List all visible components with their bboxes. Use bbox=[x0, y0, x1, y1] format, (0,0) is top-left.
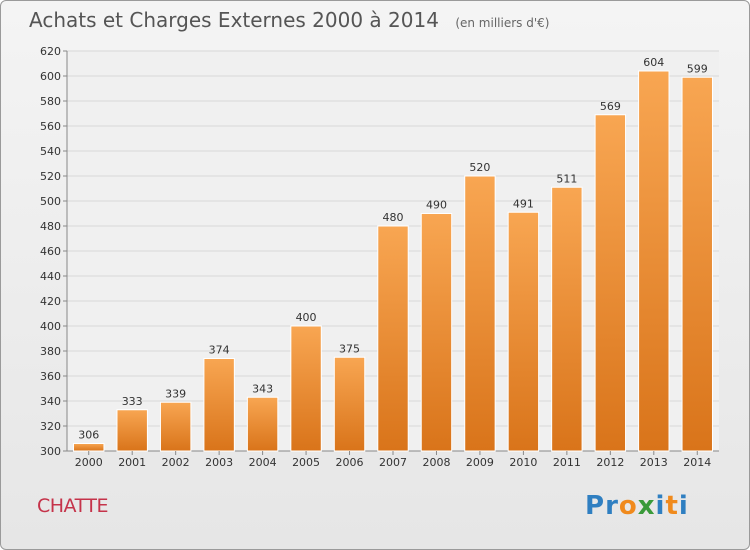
y-tick-label: 440 bbox=[40, 270, 61, 283]
bar bbox=[594, 114, 627, 452]
bar bbox=[333, 356, 366, 452]
y-tick-label: 360 bbox=[40, 370, 61, 383]
x-tick-label: 2008 bbox=[422, 456, 450, 469]
x-tick-label: 2014 bbox=[683, 456, 711, 469]
logo-letter: P bbox=[585, 491, 606, 521]
bar bbox=[681, 76, 713, 452]
x-tick-label: 2003 bbox=[205, 456, 233, 469]
logo-letter: x bbox=[637, 491, 656, 521]
bar-value-label: 520 bbox=[469, 161, 490, 174]
x-tick-label: 2006 bbox=[336, 456, 364, 469]
x-tick-label: 2000 bbox=[75, 456, 103, 469]
y-tick-label: 500 bbox=[40, 195, 61, 208]
y-tick-label: 540 bbox=[40, 145, 61, 158]
logo-letter: r bbox=[605, 491, 619, 521]
commune-name: CHATTE bbox=[37, 495, 108, 517]
bar bbox=[290, 325, 322, 452]
bar-value-label: 400 bbox=[296, 311, 317, 324]
y-tick-label: 340 bbox=[40, 395, 61, 408]
chart-subtitle: (en milliers d'€) bbox=[455, 16, 550, 30]
bar bbox=[464, 175, 496, 452]
bar-value-label: 490 bbox=[426, 199, 447, 212]
y-tick-label: 380 bbox=[40, 345, 61, 358]
logo-letter: t bbox=[665, 491, 679, 521]
bar bbox=[507, 211, 540, 452]
x-tick-label: 2005 bbox=[292, 456, 320, 469]
bar-value-label: 480 bbox=[383, 211, 404, 224]
y-tick-label: 400 bbox=[40, 320, 61, 333]
bar-value-label: 306 bbox=[78, 429, 99, 442]
bar-value-label: 599 bbox=[687, 62, 708, 75]
chart-title: Achats et Charges Externes 2000 à 2014 (… bbox=[29, 8, 549, 32]
bar-value-label: 375 bbox=[339, 342, 360, 355]
x-tick-label: 2011 bbox=[553, 456, 581, 469]
bar bbox=[116, 409, 148, 452]
y-tick-label: 300 bbox=[40, 445, 61, 458]
bar-value-label: 604 bbox=[643, 56, 664, 69]
y-tick-label: 600 bbox=[40, 70, 61, 83]
chart-title-text: Achats et Charges Externes 2000 à 2014 bbox=[29, 8, 439, 32]
bar-value-label: 343 bbox=[252, 382, 273, 395]
x-tick-label: 2010 bbox=[509, 456, 537, 469]
bar bbox=[159, 401, 192, 452]
logo-letter: i bbox=[655, 491, 666, 521]
y-tick-label: 320 bbox=[40, 420, 61, 433]
y-tick-label: 460 bbox=[40, 245, 61, 258]
bar-value-label: 339 bbox=[165, 387, 186, 400]
bar bbox=[246, 396, 279, 452]
bar-value-label: 569 bbox=[600, 100, 621, 113]
y-tick-label: 580 bbox=[40, 95, 61, 108]
y-tick-label: 520 bbox=[40, 170, 61, 183]
bar-value-label: 333 bbox=[122, 395, 143, 408]
bar bbox=[73, 443, 105, 452]
bar bbox=[203, 358, 235, 452]
proxiti-logo: Proxiti bbox=[585, 491, 689, 521]
x-tick-label: 2002 bbox=[162, 456, 190, 469]
logo-letter: o bbox=[618, 491, 638, 521]
x-tick-label: 2012 bbox=[596, 456, 624, 469]
bar bbox=[377, 225, 409, 452]
x-tick-label: 2004 bbox=[249, 456, 277, 469]
x-tick-label: 2009 bbox=[466, 456, 494, 469]
x-tick-label: 2001 bbox=[118, 456, 146, 469]
y-tick-label: 620 bbox=[40, 45, 61, 58]
y-tick-label: 480 bbox=[40, 220, 61, 233]
x-tick-label: 2007 bbox=[379, 456, 407, 469]
y-tick-label: 420 bbox=[40, 295, 61, 308]
logo-letter: i bbox=[678, 491, 689, 521]
y-tick-label: 560 bbox=[40, 120, 61, 133]
bar bbox=[551, 186, 583, 452]
x-tick-label: 2013 bbox=[640, 456, 668, 469]
bar-value-label: 374 bbox=[209, 344, 230, 357]
bar bbox=[638, 70, 670, 452]
bar-value-label: 491 bbox=[513, 197, 534, 210]
bar-value-label: 511 bbox=[556, 172, 577, 185]
bar bbox=[420, 213, 453, 452]
